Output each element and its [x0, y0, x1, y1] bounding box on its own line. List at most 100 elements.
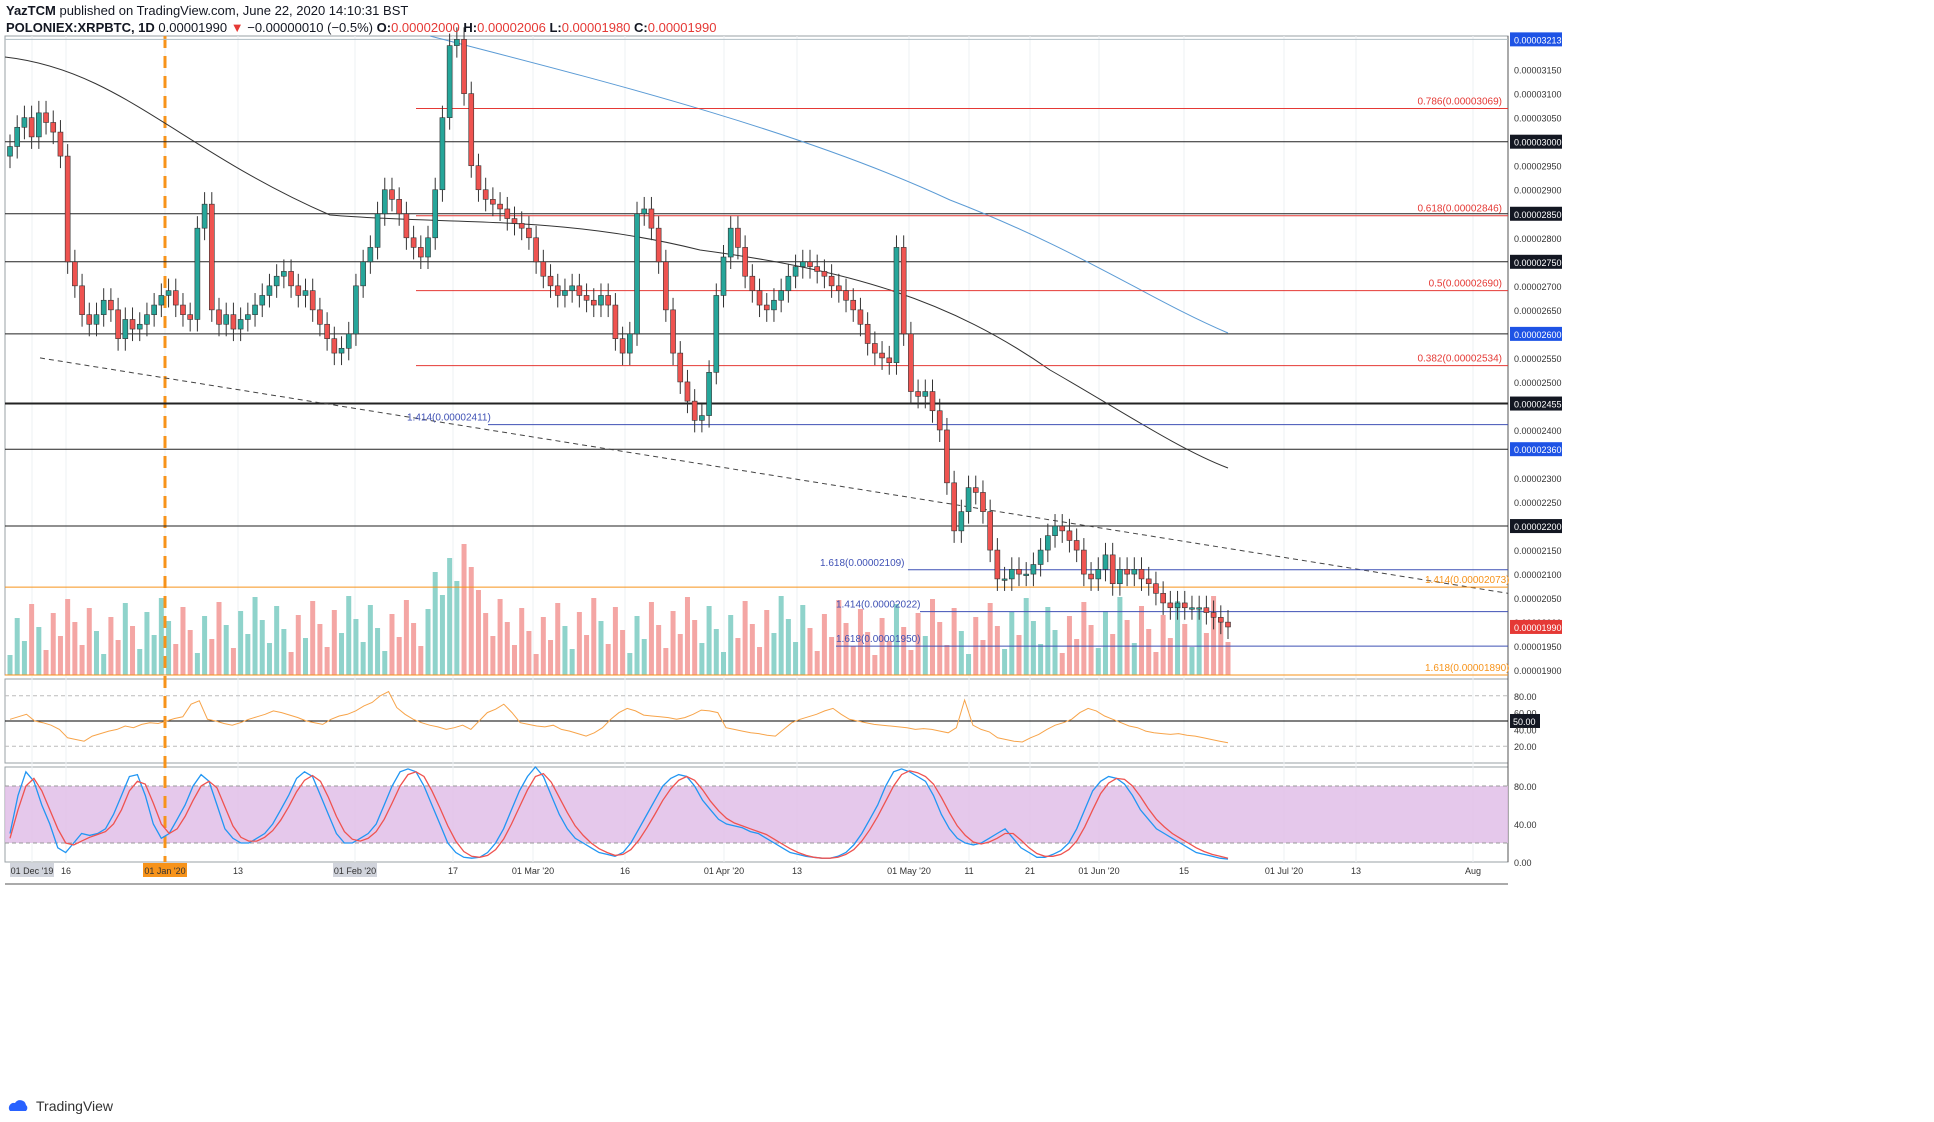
candle-body — [158, 295, 165, 306]
candle-body — [1145, 578, 1152, 585]
candle-body — [684, 381, 691, 402]
high-value: 0.00002006 — [477, 20, 546, 35]
volume-bar — [7, 655, 13, 675]
candle-body — [965, 487, 972, 512]
candle-body — [872, 343, 878, 354]
volume-bar — [317, 624, 323, 675]
volume-bar — [180, 607, 186, 675]
volume-bar — [1211, 596, 1217, 675]
date-tag-box — [333, 863, 377, 877]
candle-body — [857, 309, 864, 325]
candle-body — [252, 304, 258, 315]
candle-body — [641, 208, 648, 215]
symbol-label[interactable]: POLONIEX:XRPBTC, 1D — [6, 20, 155, 35]
candle-body — [1203, 607, 1210, 613]
candle-body — [201, 203, 208, 229]
volume-bar — [1052, 630, 1058, 675]
rsi-tick-label: 60.00 — [1514, 709, 1537, 719]
volume-bar — [749, 624, 755, 675]
volume-bar — [252, 597, 258, 675]
candle-body — [345, 333, 352, 349]
volume-bar — [922, 636, 928, 675]
candle-body — [850, 299, 857, 311]
candle-body — [540, 261, 547, 277]
volume-bar — [771, 633, 777, 675]
volume-bar — [144, 612, 150, 675]
date-tick-label: 13 — [1351, 866, 1361, 876]
price-tick-label: 0.00002150 — [1514, 546, 1562, 556]
candle-body — [554, 285, 561, 296]
date-tick-label: 17 — [448, 866, 458, 876]
volume-bar — [937, 622, 943, 675]
candle-body — [612, 304, 619, 339]
candle-body — [994, 549, 1001, 580]
brand-label: TradingView — [36, 1098, 114, 1114]
candle-body — [972, 487, 979, 493]
price-tag-box — [1510, 134, 1562, 149]
date-tick-label: 01 Jan '20 — [144, 866, 185, 876]
rsi-tick-label: 80.00 — [1514, 692, 1537, 702]
volume-bar — [324, 647, 330, 675]
candle-body — [526, 227, 532, 239]
publisher-name[interactable]: YazTCM — [6, 3, 56, 18]
price-tick-label: 0.00002850 — [1514, 210, 1562, 220]
price-tick-label: 0.00002455 — [1514, 400, 1562, 410]
volume-bar — [735, 638, 741, 675]
candle-body — [36, 112, 42, 138]
volume-bar — [130, 626, 136, 675]
volume-bar — [857, 609, 863, 675]
volume-bar — [677, 634, 683, 675]
price-tag-box — [1510, 396, 1562, 411]
price-tag-box — [1510, 32, 1562, 47]
candle-body — [1052, 525, 1058, 536]
candle-body — [439, 117, 446, 191]
change-value: −0.00000010 (−0.5%) — [247, 20, 374, 35]
candle-body — [216, 309, 222, 325]
candle-body — [151, 304, 157, 315]
volume-bar — [1225, 642, 1231, 675]
volume-bar — [194, 653, 200, 675]
volume-bar — [302, 638, 308, 675]
candle-body — [129, 319, 136, 330]
volume-bar — [757, 647, 763, 675]
candle-body — [518, 223, 525, 229]
volume-bar — [288, 652, 294, 675]
candle-body — [223, 314, 230, 325]
tradingview-branding[interactable]: TradingView — [8, 1098, 113, 1114]
candle-body — [619, 338, 626, 354]
volume-bar — [540, 617, 546, 675]
volume-bar — [591, 598, 597, 675]
volume-bar — [742, 601, 748, 675]
volume-bar — [295, 615, 301, 675]
candle-body — [655, 227, 662, 263]
candle-body — [273, 275, 280, 287]
candle-body — [1109, 554, 1116, 585]
price-tick-label: 0.00002250 — [1514, 498, 1562, 508]
date-tick-label: 16 — [61, 866, 71, 876]
volume-bar — [439, 595, 445, 675]
volume-bar — [584, 635, 590, 675]
ohlc-line: POLONIEX:XRPBTC, 1D 0.00001990 ▼ −0.0000… — [6, 19, 716, 36]
price-tick-label: 0.00001990 — [1514, 623, 1562, 633]
candle-body — [836, 285, 842, 291]
volume-bar — [1218, 619, 1224, 675]
candle-body — [706, 372, 712, 416]
candle-body — [749, 275, 756, 291]
date-tick-label: 01 Jun '20 — [1078, 866, 1119, 876]
candle-body — [72, 261, 78, 287]
candle-body — [814, 266, 820, 272]
candle-body — [266, 285, 273, 296]
volume-bar — [101, 654, 107, 675]
level-label: 1.618(0.00001890) — [1425, 663, 1510, 674]
volume-bar — [151, 635, 157, 675]
candle-body — [713, 295, 720, 373]
candle-body — [136, 323, 143, 330]
candle-body — [418, 247, 424, 258]
volume-bar — [980, 640, 986, 675]
candle-body — [172, 290, 179, 306]
candle-body — [100, 299, 107, 315]
candle-body — [317, 309, 323, 325]
price-tick-label: 0.00002650 — [1514, 306, 1562, 316]
volume-bar — [843, 623, 849, 675]
level-label: 1.414(0.00002411) — [407, 413, 491, 424]
